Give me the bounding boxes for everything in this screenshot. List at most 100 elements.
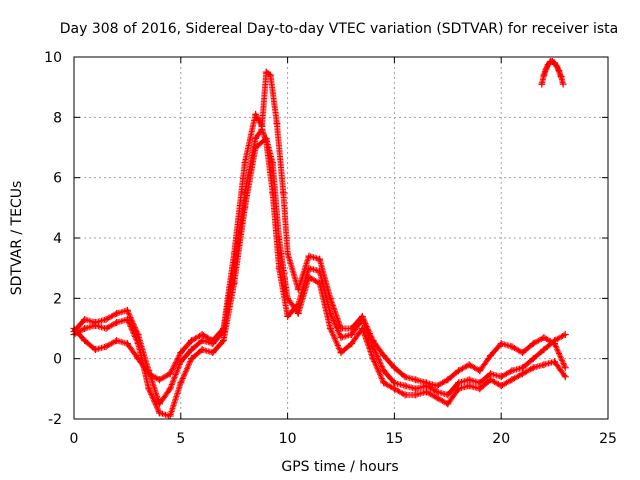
data-point [465, 376, 473, 384]
data-point [390, 385, 398, 393]
data-point [497, 373, 505, 381]
data-point [198, 337, 206, 345]
x-tick-label: 5 [176, 431, 185, 447]
y-tick-label: 4 [53, 231, 62, 247]
data-point [561, 373, 569, 381]
data-point [433, 388, 441, 396]
data-point [209, 349, 217, 357]
data-point [134, 355, 142, 363]
data-point [166, 412, 174, 420]
data-point [390, 379, 398, 387]
data-point [538, 80, 546, 88]
data-point [519, 364, 527, 372]
data-point [337, 334, 345, 342]
data-point [187, 346, 195, 354]
data-point [113, 318, 121, 326]
data-point [497, 340, 505, 348]
data-point [262, 134, 270, 142]
x-tick-label: 15 [385, 431, 403, 447]
data-point [252, 110, 260, 118]
y-tick-label: 10 [44, 50, 62, 66]
data-point [454, 385, 462, 393]
data-point [476, 385, 484, 393]
data-point [275, 264, 283, 272]
data-point [166, 370, 174, 378]
data-point [267, 71, 275, 79]
data-point [519, 370, 527, 378]
x-tick-label: 10 [279, 431, 297, 447]
data-point [540, 361, 548, 369]
x-tick-label: 0 [70, 431, 79, 447]
data-point [241, 159, 249, 167]
data-point [557, 73, 565, 81]
data-point [113, 337, 121, 345]
series-track-4 [538, 58, 567, 88]
data-point [284, 294, 292, 302]
data-point [102, 315, 110, 323]
data-point [123, 306, 131, 314]
data-point [284, 312, 292, 320]
data-point [145, 385, 153, 393]
data-point [113, 309, 121, 317]
data-point [284, 249, 292, 257]
data-point [155, 409, 163, 417]
data-point [444, 391, 452, 399]
data-point [529, 364, 537, 372]
data-point [433, 394, 441, 402]
data-point [305, 252, 313, 260]
data-point [275, 234, 283, 242]
data-point [316, 255, 324, 263]
data-point [134, 331, 142, 339]
data-point [209, 337, 217, 345]
data-point [187, 355, 195, 363]
data-point [252, 144, 260, 151]
data-point [326, 325, 334, 332]
data-point [348, 325, 356, 332]
data-point [465, 361, 473, 369]
y-tick-label: 8 [53, 110, 62, 126]
y-tick-label: 2 [53, 291, 62, 307]
data-point [241, 204, 249, 212]
data-point [348, 331, 356, 339]
data-point [348, 340, 356, 348]
data-point [401, 373, 409, 381]
data-point [401, 391, 409, 399]
data-point [262, 68, 270, 76]
data-point [559, 80, 567, 88]
data-point [294, 309, 302, 317]
x-axis-label: GPS time / hours [281, 459, 398, 475]
data-point [422, 388, 430, 396]
data-point [220, 325, 228, 332]
data-point [252, 134, 260, 142]
data-point [187, 337, 195, 345]
data-point [454, 379, 462, 387]
data-point [444, 376, 452, 384]
y-tick-label: 0 [53, 352, 62, 368]
data-point [177, 349, 185, 357]
data-point [198, 346, 206, 354]
data-point [551, 358, 559, 366]
data-point [337, 349, 345, 357]
data-point [529, 355, 537, 363]
data-point [177, 358, 185, 366]
y-tick-label: -2 [48, 412, 62, 428]
grid-lines [74, 57, 608, 419]
data-point [91, 321, 99, 329]
data-point [380, 352, 388, 360]
data-point [123, 315, 131, 323]
data-point [198, 331, 206, 339]
data-point [412, 376, 420, 384]
data-point [508, 376, 516, 384]
data-point [401, 382, 409, 390]
x-tick-label: 25 [599, 431, 617, 447]
data-point [476, 379, 484, 387]
data-point [412, 391, 420, 399]
x-tick-label: 20 [492, 431, 510, 447]
data-point [369, 337, 377, 345]
y-tick-label: 6 [53, 171, 62, 187]
data-point [305, 273, 313, 281]
data-point [316, 279, 324, 287]
data-point [380, 367, 388, 375]
data-point [279, 189, 287, 197]
data-point [123, 340, 131, 348]
